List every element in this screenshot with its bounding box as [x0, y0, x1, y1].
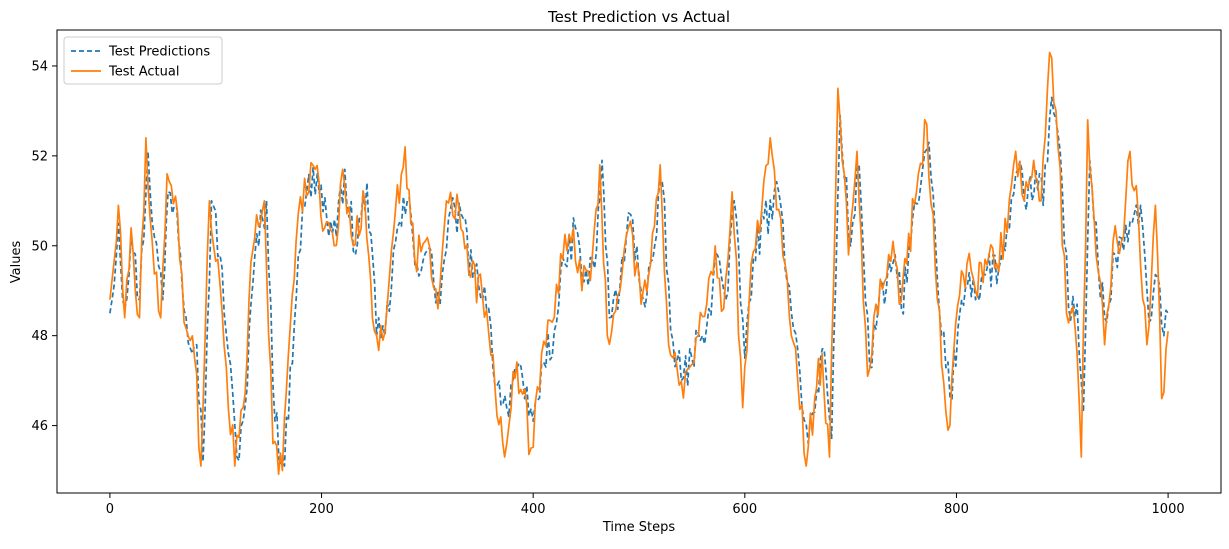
x-tick-label: 400 — [521, 502, 546, 517]
legend-label: Test Predictions — [108, 45, 210, 60]
plot-area — [109, 51, 1169, 476]
series-line-1 — [109, 96, 1169, 467]
y-axis-label: Values — [9, 241, 24, 284]
y-tick-label: 46 — [31, 419, 48, 434]
legend-frame — [63, 36, 223, 85]
x-axis: 0 200 400 600 800 1000 — [106, 493, 1185, 517]
legend: Test Predictions Test Actual — [63, 36, 223, 85]
x-tick-label: 1000 — [1152, 502, 1185, 517]
x-tick-label: 200 — [309, 502, 334, 517]
y-tick-label: 54 — [31, 59, 48, 74]
y-tick-label: 48 — [31, 329, 48, 344]
y-axis: 46 48 50 52 54 — [31, 59, 57, 434]
x-axis-label: Time Steps — [602, 520, 676, 535]
x-tick-label: 600 — [732, 502, 757, 517]
y-tick-label: 52 — [31, 149, 48, 164]
x-tick-label: 0 — [106, 502, 114, 517]
x-tick-label: 800 — [944, 502, 969, 517]
y-tick-label: 50 — [31, 239, 48, 254]
plot-frame — [56, 29, 1222, 494]
legend-label: Test Actual — [108, 65, 179, 80]
series-line-2 — [109, 51, 1169, 476]
chart-title: Test Prediction vs Actual — [547, 8, 730, 26]
